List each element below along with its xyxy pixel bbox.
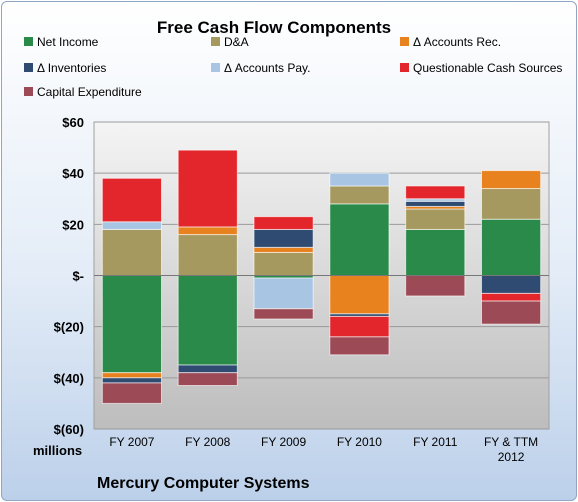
- bar-segment-net-income: [177, 275, 238, 366]
- bar-segment-accounts-pay: [253, 277, 314, 310]
- chart-title: Free Cash Flow Components: [157, 18, 391, 37]
- y-tick-label: $20: [62, 217, 84, 232]
- y-tick-label: $40: [62, 166, 84, 181]
- bar-segment-d-a: [405, 208, 466, 230]
- x-axis-ticks: FY 2007 FY 2008 FY 2009 FY 2010 FY 2011 FY & …: [109, 435, 538, 464]
- bar-segment-inventories: [405, 200, 466, 207]
- bar-segment-inventories: [481, 275, 542, 294]
- legend-swatch-net-income: [24, 37, 33, 46]
- bar-segment-questionable-cash-sources: [405, 185, 466, 200]
- bar-segment-questionable-cash-sources: [481, 292, 542, 302]
- bar-segment-accounts-pay: [329, 172, 390, 187]
- y-tick-label: $(20): [54, 320, 84, 335]
- bar-segment-capital-expenditure: [177, 372, 238, 387]
- bar-segment-questionable-cash-sources: [253, 216, 314, 230]
- bar-segment-questionable-cash-sources: [177, 149, 238, 228]
- bar-segment-inventories: [101, 377, 162, 384]
- bar-segment-d-a: [101, 228, 162, 276]
- legend-label-inventories: Δ Inventories: [37, 61, 106, 75]
- company-name: Mercury Computer Systems: [97, 475, 310, 492]
- y-axis-ticks: $60 $40 $20 $- $(20) $(40) $(60): [54, 115, 84, 437]
- bar-segment-net-income: [101, 275, 162, 374]
- bar-segment-d-a: [253, 251, 314, 277]
- bar-segment-questionable-cash-sources: [101, 177, 162, 223]
- x-tick-label: FY & TTM 2012: [484, 435, 538, 464]
- legend-label-net-income: Net Income: [37, 35, 99, 49]
- bar-segment-accounts-pay: [101, 221, 162, 230]
- bar-segment-net-income: [405, 228, 466, 276]
- bar-segment-accounts-rec: [177, 226, 238, 236]
- x-tick-label: FY 2009: [261, 435, 306, 449]
- y-tick-label: $-: [72, 269, 84, 284]
- legend-swatch-capital-expenditure: [24, 87, 33, 96]
- bar-segment-questionable-cash-sources: [329, 315, 390, 338]
- bar-segment-d-a: [329, 185, 390, 205]
- bars: [101, 149, 542, 404]
- legend-swatch-inventories: [24, 63, 33, 72]
- bar-segment-net-income: [329, 203, 390, 276]
- bar-segment-inventories: [177, 364, 238, 374]
- legend-label-accounts-pay: Δ Accounts Pay.: [224, 61, 311, 75]
- y-tick-label: $(40): [54, 371, 84, 386]
- bar-segment-inventories: [253, 228, 314, 248]
- legend-swatch-accounts-rec: [400, 37, 409, 46]
- x-tick-label: FY 2010: [337, 435, 382, 449]
- legend-label-accounts-rec: Δ Accounts Rec.: [413, 35, 501, 49]
- bar-segment-accounts-rec: [481, 170, 542, 190]
- bar-segment-d-a: [481, 188, 542, 220]
- bar-segment-accounts-rec: [253, 246, 314, 253]
- bar-segment-capital-expenditure: [405, 275, 466, 297]
- x-tick-label: FY 2011: [413, 435, 458, 449]
- x-tick-label: FY 2007: [109, 435, 154, 449]
- bar-segment-capital-expenditure: [101, 382, 162, 404]
- bar-segment-d-a: [177, 234, 238, 276]
- legend-swatch-accounts-pay: [211, 63, 220, 72]
- legend: Net Income D&A Δ Accounts Rec. Δ Inventorie…: [24, 35, 562, 99]
- legend-swatch-questionable-cash-sources: [400, 63, 409, 72]
- unit-label: millions: [33, 443, 82, 458]
- gridlines: [94, 121, 549, 430]
- bar-segment-accounts-rec: [101, 372, 162, 379]
- y-tick-label: $(60): [54, 422, 84, 437]
- bar-segment-capital-expenditure: [329, 336, 390, 356]
- y-tick-label: $60: [62, 115, 84, 130]
- legend-label-capital-expenditure: Capital Expenditure: [37, 85, 142, 99]
- bar-segment-capital-expenditure: [253, 308, 314, 320]
- legend-label-d-a: D&A: [224, 35, 249, 49]
- bar-segment-net-income: [481, 218, 542, 276]
- bar-segment-accounts-rec: [329, 275, 390, 315]
- legend-swatch-d-a: [211, 37, 220, 46]
- x-tick-label: FY 2008: [185, 435, 230, 449]
- legend-label-questionable-cash-sources: Questionable Cash Sources: [413, 61, 562, 75]
- bar-segment-capital-expenditure: [481, 300, 542, 325]
